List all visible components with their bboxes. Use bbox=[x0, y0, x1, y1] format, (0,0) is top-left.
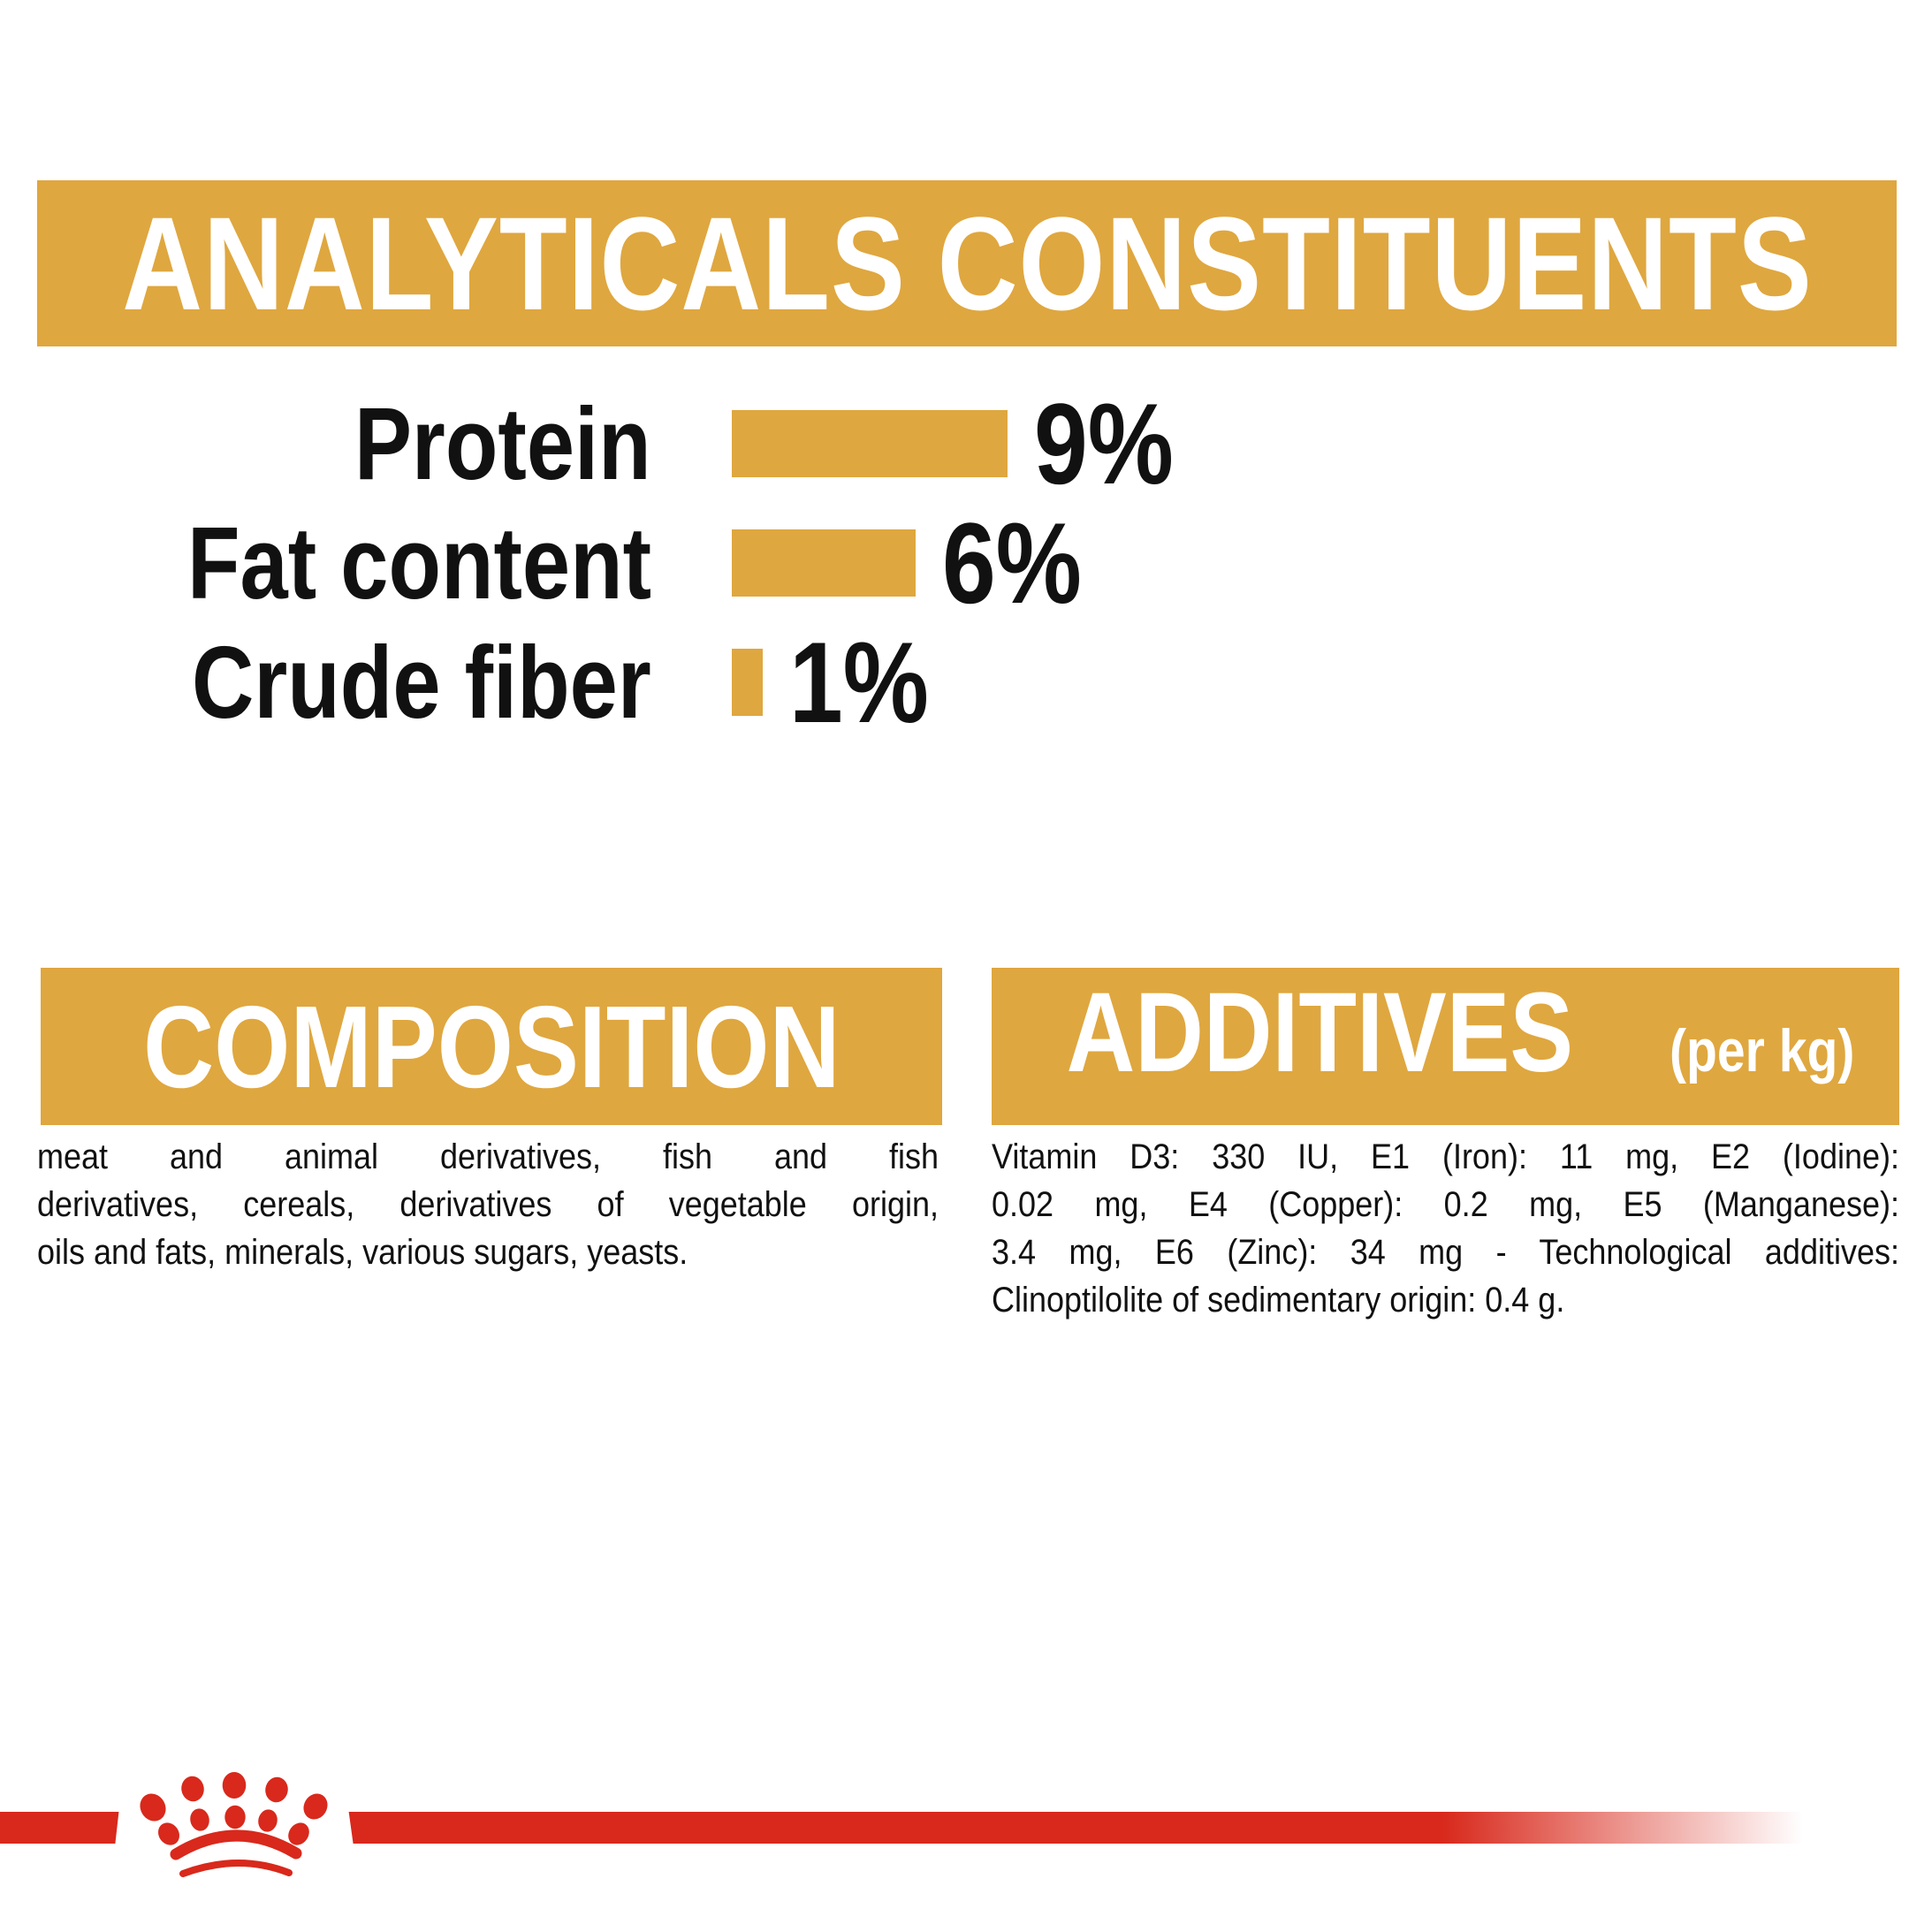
chart-bar-crude-fiber bbox=[732, 649, 763, 716]
composition-text: meat and animal derivatives, fish and fi… bbox=[37, 1133, 939, 1276]
composition-line: oils and fats, minerals, various sugars,… bbox=[37, 1233, 688, 1272]
composition-heading: COMPOSITION bbox=[142, 981, 840, 1112]
chart-label-protein: Protein bbox=[354, 386, 651, 501]
chart-row-protein: Protein 9% bbox=[37, 379, 1451, 508]
chart-label-crude-fiber: Crude fiber bbox=[192, 625, 651, 740]
chart-bar-fat-content bbox=[732, 529, 916, 597]
additives-line: 3.4 mg, E6 (Zinc): 34 mg - Technological… bbox=[992, 1233, 1899, 1272]
chart-value-crude-fiber: 1% bbox=[789, 618, 929, 747]
composition-line: derivatives, cereals, derivatives of veg… bbox=[37, 1185, 939, 1224]
chart-value-fat-content: 6% bbox=[942, 498, 1082, 628]
analytical-constituents-banner: ANALYTICALS CONSTITUENTS bbox=[37, 180, 1897, 346]
analytical-constituents-title: ANALYTICALS CONSTITUENTS bbox=[121, 188, 1813, 338]
chart-label-fat-content: Fat content bbox=[186, 506, 651, 620]
royal-canin-crown-icon bbox=[140, 1772, 328, 1877]
additives-line: Clinoptilolite of sedimentary origin: 0.… bbox=[992, 1281, 1565, 1320]
chart-value-protein: 9% bbox=[1034, 379, 1174, 508]
composition-banner: COMPOSITION bbox=[41, 968, 942, 1125]
composition-line: meat and animal derivatives, fish and fi… bbox=[37, 1137, 939, 1176]
chart-row-crude-fiber: Crude fiber 1% bbox=[37, 618, 1451, 747]
chart-row-fat-content: Fat content 6% bbox=[37, 498, 1451, 628]
additives-line: Vitamin D3: 330 IU, E1 (Iron): 11 mg, E2… bbox=[992, 1137, 1899, 1176]
additives-line: 0.02 mg, E4 (Copper): 0.2 mg, E5 (Mangan… bbox=[992, 1185, 1899, 1224]
additives-per-kg-label: (per kg) bbox=[1670, 1017, 1855, 1084]
chart-bar-protein bbox=[732, 410, 1008, 477]
additives-banner: ADDITIVES (per kg) bbox=[992, 968, 1899, 1125]
additives-text: Vitamin D3: 330 IU, E1 (Iron): 11 mg, E2… bbox=[992, 1133, 1899, 1324]
additives-heading: ADDITIVES bbox=[1067, 970, 1574, 1096]
